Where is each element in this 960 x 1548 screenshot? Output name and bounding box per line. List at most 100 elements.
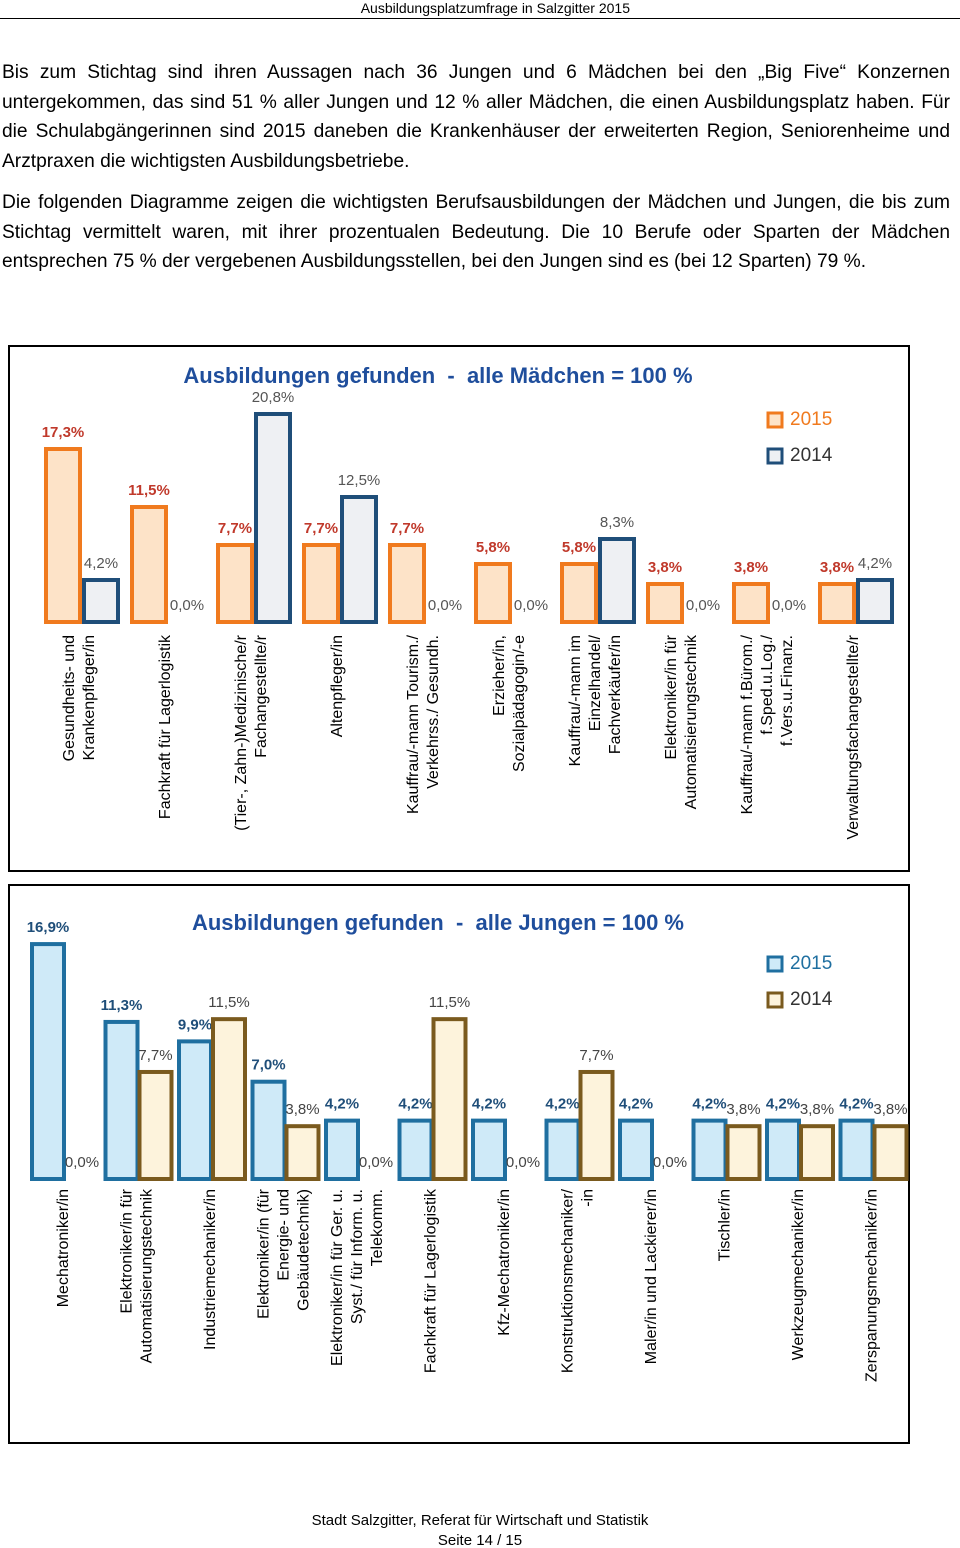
value-label: 4,2%: [692, 1096, 726, 1113]
value-label: 3,8%: [873, 1101, 907, 1118]
category-label: (Tier-, Zahn-)Medizinische/r: [233, 634, 250, 831]
bar: [598, 537, 636, 624]
category-label: Elektroniker/in (für: [256, 1188, 273, 1318]
value-label: 9,9%: [178, 1016, 212, 1033]
value-label: 11,3%: [101, 997, 143, 1014]
bar: [799, 1124, 835, 1181]
category-label: -in: [580, 1189, 597, 1207]
value-label: 16,9%: [27, 919, 70, 936]
value-label: 3,8%: [285, 1101, 319, 1118]
value-label: 3,8%: [726, 1101, 760, 1118]
value-label: 4,2%: [839, 1096, 873, 1113]
category-label: Kauffrau/-mann Tourism./: [405, 634, 422, 814]
category-label: Erzieher/in,: [491, 635, 508, 716]
paragraph: Bis zum Stichtag sind ihren Aussagen nac…: [2, 62, 950, 172]
bar: [646, 582, 684, 624]
bar: [388, 543, 426, 624]
value-label: 0,0%: [65, 1154, 99, 1171]
legend-label: 2015: [790, 409, 832, 430]
category-label: Elektroniker/in für Ger. u.: [329, 1189, 346, 1366]
bar: [177, 1039, 213, 1181]
value-label: 4,2%: [472, 1096, 506, 1113]
value-label: 4,2%: [766, 1096, 800, 1113]
value-label: 0,0%: [653, 1154, 687, 1171]
value-label: 4,2%: [84, 555, 118, 572]
bar: [872, 1124, 909, 1181]
bar: [431, 1017, 468, 1181]
value-label: 3,8%: [820, 559, 854, 576]
category-label: Energie- und: [276, 1189, 293, 1281]
value-label: 5,8%: [476, 539, 510, 556]
value-label: 11,5%: [429, 994, 470, 1011]
category-label: Maler/in und Lackierer/in: [643, 1189, 660, 1364]
category-label: Tischler/in: [717, 1189, 734, 1261]
category-label: Fachkraft für Lagerlogistik: [157, 634, 174, 819]
value-label: 0,0%: [170, 597, 204, 614]
bar: [211, 1017, 247, 1181]
legend-swatch: [766, 447, 784, 465]
legend-label: 2015: [790, 953, 832, 974]
bar: [250, 1079, 287, 1181]
bar: [216, 543, 254, 624]
value-label: 20,8%: [252, 389, 295, 406]
chart-title: Ausbildungen gefunden - alle Mädchen = 1…: [183, 363, 692, 388]
category-label: Altenpfleger/in: [329, 635, 346, 737]
bar: [471, 1118, 507, 1181]
category-label: Gebäudetechnik): [296, 1189, 313, 1311]
bar: [818, 582, 856, 624]
category-label: Elektroniker/in für: [663, 634, 680, 759]
category-label: Automatisierungstechnik: [139, 1188, 156, 1363]
legend-swatch: [766, 955, 784, 973]
value-label: 0,0%: [359, 1154, 393, 1171]
bar: [284, 1124, 321, 1181]
bar: [578, 1069, 615, 1181]
value-label: 12,5%: [338, 472, 381, 489]
bar: [856, 578, 894, 624]
legend-label: 2014: [790, 445, 833, 466]
legend-label: 2014: [790, 989, 833, 1010]
value-label: 11,5%: [208, 994, 249, 1011]
value-label: 4,2%: [398, 1096, 432, 1113]
bar: [474, 562, 512, 624]
bar: [691, 1118, 728, 1181]
category-label: f.Sped.u.Log./: [759, 634, 776, 734]
value-label: 4,2%: [545, 1096, 579, 1113]
category-label: Einzelhandel/: [587, 634, 604, 731]
bar: [618, 1118, 654, 1181]
category-label: Sozialpädagogin/-e: [511, 635, 528, 772]
paragraph: Die folgenden Diagramme zeigen die wicht…: [2, 192, 950, 273]
category-label: Verwaltungsfachangestellte/r: [845, 634, 862, 839]
bar: [560, 562, 598, 624]
category-label: Fachkraft für Lagerlogistik: [423, 1188, 440, 1373]
bar: [324, 1118, 360, 1181]
value-label: 4,2%: [619, 1096, 653, 1113]
category-label: Kauffrau/-mann f.Bürom./: [739, 634, 756, 814]
category-label: Kfz-Mechatroniker/in: [496, 1189, 513, 1336]
category-label: Konstruktionsmechaniker/: [560, 1188, 577, 1373]
bar: [732, 582, 770, 624]
value-label: 3,8%: [734, 559, 768, 576]
legend-swatch: [766, 411, 784, 429]
category-label: Verkehrss./ Gesundh.: [425, 635, 442, 789]
value-label: 7,7%: [579, 1047, 613, 1064]
category-label: Kauffrau/-mann im: [567, 635, 584, 766]
bar: [397, 1118, 434, 1181]
value-label: 7,7%: [304, 520, 338, 537]
value-label: 0,0%: [514, 597, 548, 614]
value-label: 4,2%: [858, 555, 892, 572]
chart: Ausbildungen gefunden - alle Jungen = 10…: [8, 884, 910, 1444]
value-label: 7,0%: [251, 1057, 285, 1074]
category-label: Fachangestellte/r: [253, 634, 270, 757]
category-label: Elektroniker/in für: [119, 1188, 136, 1313]
category-label: Krankenpfleger/in: [81, 635, 98, 760]
category-label: Werkzeugmechaniker/in: [790, 1189, 807, 1360]
value-label: 8,3%: [600, 514, 634, 531]
category-label: Automatisierungstechnik: [683, 634, 700, 809]
value-label: 7,7%: [218, 520, 252, 537]
chart: Ausbildungen gefunden - alle Mädchen = 1…: [8, 345, 910, 872]
category-label: Industriemechaniker/in: [202, 1189, 219, 1350]
footer-page: Seite 14 / 15: [437, 1532, 523, 1548]
category-label: f.Vers.u.Finanz.: [779, 635, 796, 746]
category-label: Syst./ für Inform. u.: [349, 1189, 366, 1324]
